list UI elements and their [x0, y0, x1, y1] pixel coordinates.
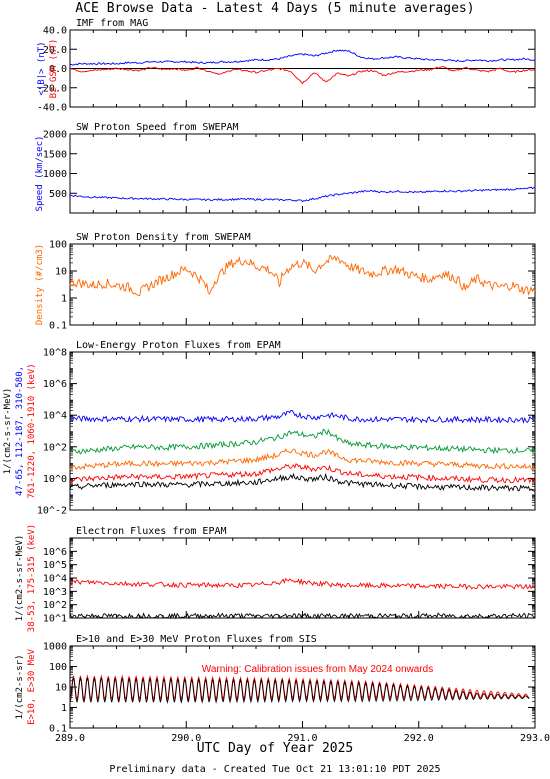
y-tick-label: 10 — [55, 683, 67, 694]
plot-frame — [69, 537, 536, 619]
y-axis-label: 1/(cm2-s-sr) — [15, 654, 25, 719]
warning-annotation: Warning: Calibration issues from May 202… — [202, 664, 433, 675]
page-title: ACE Browse Data - Latest 4 Days (5 minut… — [75, 1, 475, 16]
x-axis-title: UTC Day of Year 2025 — [196, 741, 354, 756]
panel-title: E>10 and E>30 MeV Proton Fluxes from SIS — [76, 634, 317, 645]
x-tick-label: 290.0 — [171, 733, 201, 744]
y-tick-label: 0.1 — [49, 321, 67, 332]
y-tick-label: 2000 — [43, 130, 67, 141]
x-tick-label: 289.0 — [55, 733, 85, 744]
y-tick-label: 10^0 — [43, 474, 67, 485]
y-tick-label: 100 — [49, 662, 67, 673]
data-series-line — [69, 463, 536, 484]
y-tick-label: 10^3 — [43, 587, 67, 598]
y-tick-label: 1000 — [43, 642, 67, 653]
y-tick-label: 40.0 — [43, 26, 67, 37]
y-tick-label: 1500 — [43, 149, 67, 160]
panel-title: Low-Energy Proton Fluxes from EPAM — [76, 340, 281, 351]
data-series-line — [69, 186, 536, 203]
panel-title: SW Proton Speed from SWEPAM — [76, 122, 239, 133]
data-series-line — [69, 448, 536, 471]
y-tick-label: 10^6 — [43, 547, 67, 558]
data-series-line — [69, 410, 536, 424]
y-tick-label: 0.1 — [49, 724, 67, 735]
y-tick-label: 10^2 — [43, 442, 67, 453]
y-axis-label: <|B|> (nT) — [37, 41, 47, 95]
y-axis-label: 38-53, 175-315 (keV) — [27, 524, 37, 632]
data-series-line — [69, 612, 536, 620]
x-tick-label: 292.0 — [404, 733, 434, 744]
footer-note: Preliminary data - Created Tue Oct 21 13… — [109, 764, 441, 775]
data-series-line — [69, 472, 536, 492]
y-tick-label: 500 — [49, 189, 67, 200]
y-axis-label: 47-65, 112-187, 310-580, — [15, 366, 25, 496]
x-tick-label: 291.0 — [287, 733, 317, 744]
y-tick-label: 10^8 — [43, 348, 67, 359]
y-tick-label: 10^2 — [43, 600, 67, 611]
y-tick-label: 10^4 — [43, 574, 67, 585]
y-axis-label: Bz GSM (nT) — [49, 39, 59, 99]
y-tick-label: 20.0 — [43, 45, 67, 56]
y-tick-label: 1 — [61, 703, 67, 714]
panel-title: IMF from MAG — [76, 18, 148, 29]
plot-frame — [69, 645, 536, 729]
y-axis-label: Speed (km/sec) — [35, 136, 45, 212]
y-tick-label: 0.0 — [49, 64, 67, 75]
y-tick-label: 1000 — [43, 169, 67, 180]
y-tick-label: 10^4 — [43, 411, 67, 422]
y-tick-label: 10^1 — [43, 614, 67, 625]
data-series-line — [69, 66, 536, 85]
y-tick-label: 10^6 — [43, 379, 67, 390]
y-axis-label: 1/(cm2-s-sr-MeV) — [15, 535, 25, 622]
y-tick-label: -20.0 — [37, 83, 67, 94]
y-axis-label: E>10, E>30 MeV — [27, 648, 37, 724]
x-tick-label: 293.0 — [520, 733, 550, 744]
y-tick-label: -40.0 — [37, 103, 67, 114]
data-series-line — [69, 577, 536, 591]
y-axis-label: Density (#/cm3) — [35, 244, 45, 325]
data-series-line — [69, 676, 530, 705]
data-series-line — [69, 255, 536, 296]
y-tick-label: 100 — [49, 240, 67, 251]
y-tick-label: 10^-2 — [37, 506, 67, 517]
y-axis-label: 761-1220, 1060-1910 (keV) — [27, 363, 37, 498]
y-axis-label: 1/(cm2-s-sr-MeV) — [3, 388, 13, 475]
y-tick-label: 1 — [61, 294, 67, 305]
plot-frame — [69, 243, 536, 326]
y-tick-label: 10 — [55, 267, 67, 278]
data-series-line — [69, 49, 536, 66]
data-series-line — [69, 674, 530, 702]
data-series-line — [69, 428, 536, 455]
panel-title: Electron Fluxes from EPAM — [76, 526, 227, 537]
y-tick-label: 10^5 — [43, 560, 67, 571]
panel-title: SW Proton Density from SWEPAM — [76, 232, 251, 243]
